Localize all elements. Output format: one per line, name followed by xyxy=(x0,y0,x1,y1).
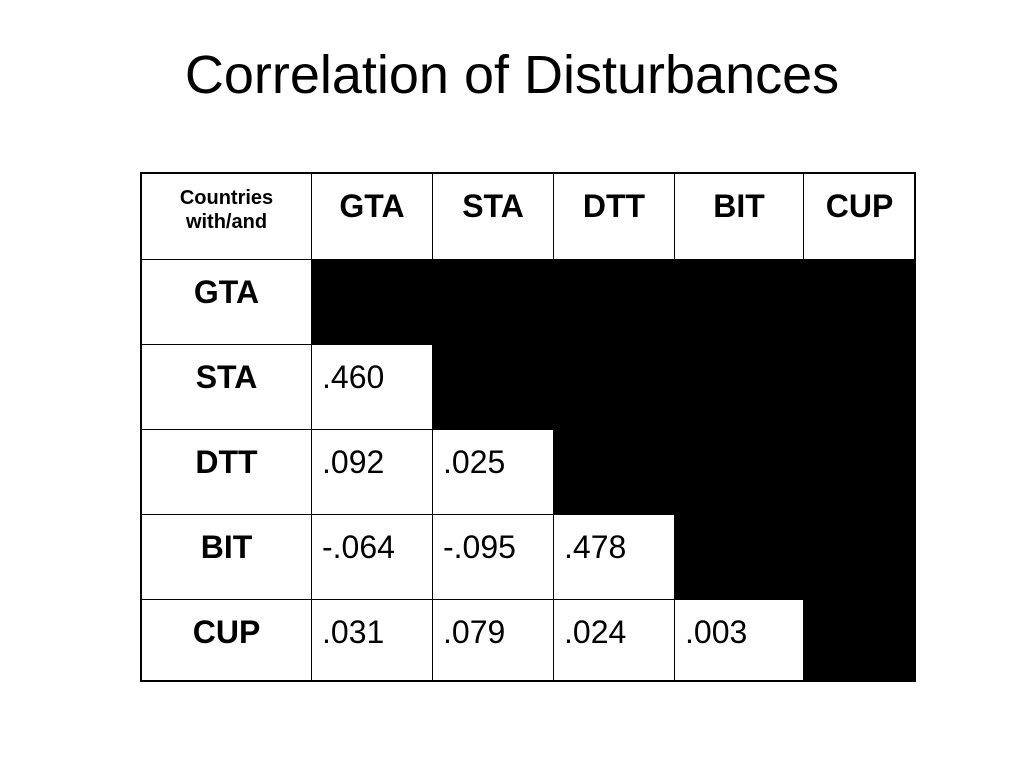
correlation-cell-text: .079 xyxy=(443,614,506,650)
row-header: CUP xyxy=(142,600,312,682)
blank-cell xyxy=(675,345,804,430)
correlation-table: Countries with/and GTA STA DTT BIT CUP GTA STA.… xyxy=(140,172,916,682)
blank-cell xyxy=(433,260,554,345)
blank-cell xyxy=(312,260,433,345)
row-header-text: DTT xyxy=(195,444,258,480)
corner-header: Countries with/and xyxy=(142,174,312,260)
correlation-cell: .079 xyxy=(433,600,554,682)
blank-cell xyxy=(675,515,804,600)
column-header-text: CUP xyxy=(825,188,894,224)
correlation-cell-text: -.095 xyxy=(443,529,516,565)
column-header: BIT xyxy=(675,174,804,260)
correlation-cell: -.064 xyxy=(312,515,433,600)
correlation-cell-text: .031 xyxy=(322,614,385,650)
column-header: DTT xyxy=(554,174,675,260)
correlation-cell: .092 xyxy=(312,430,433,515)
correlation-cell-text: .025 xyxy=(443,444,506,480)
blank-cell xyxy=(675,430,804,515)
blank-cell xyxy=(675,260,804,345)
column-header: STA xyxy=(433,174,554,260)
row-header: GTA xyxy=(142,260,312,345)
column-header: CUP xyxy=(804,174,916,260)
correlation-cell: -.095 xyxy=(433,515,554,600)
row-header-text: BIT xyxy=(200,529,253,565)
correlation-cell-text: .003 xyxy=(685,614,748,650)
row-header-text: STA xyxy=(195,359,258,395)
correlation-cell-text: .478 xyxy=(564,529,627,565)
correlation-cell-text: .460 xyxy=(322,359,385,395)
correlation-cell: .025 xyxy=(433,430,554,515)
row-header-text: GTA xyxy=(193,274,260,310)
corner-header-text: Countries with/and xyxy=(179,187,274,233)
blank-cell xyxy=(804,600,916,682)
blank-cell xyxy=(433,345,554,430)
correlation-cell-text: .092 xyxy=(322,444,385,480)
row-header: BIT xyxy=(142,515,312,600)
row-header: DTT xyxy=(142,430,312,515)
blank-cell xyxy=(804,260,916,345)
blank-cell xyxy=(554,430,675,515)
correlation-cell: .024 xyxy=(554,600,675,682)
correlation-cell: .003 xyxy=(675,600,804,682)
correlation-cell-text: .024 xyxy=(564,614,627,650)
row-header-text: CUP xyxy=(192,614,261,650)
blank-cell xyxy=(804,430,916,515)
column-header-text: STA xyxy=(462,188,524,224)
column-header: GTA xyxy=(312,174,433,260)
correlation-cell: .478 xyxy=(554,515,675,600)
correlation-cell: .031 xyxy=(312,600,433,682)
column-header-text: GTA xyxy=(339,188,405,224)
row-header: STA xyxy=(142,345,312,430)
correlation-cell: .460 xyxy=(312,345,433,430)
blank-cell xyxy=(804,515,916,600)
column-header-text: DTT xyxy=(582,188,646,224)
blank-cell xyxy=(554,345,675,430)
blank-cell xyxy=(804,345,916,430)
blank-cell xyxy=(554,260,675,345)
slide-title: Correlation of Disturbances xyxy=(184,45,840,105)
column-header-text: BIT xyxy=(713,188,765,224)
correlation-cell-text: -.064 xyxy=(322,529,395,565)
